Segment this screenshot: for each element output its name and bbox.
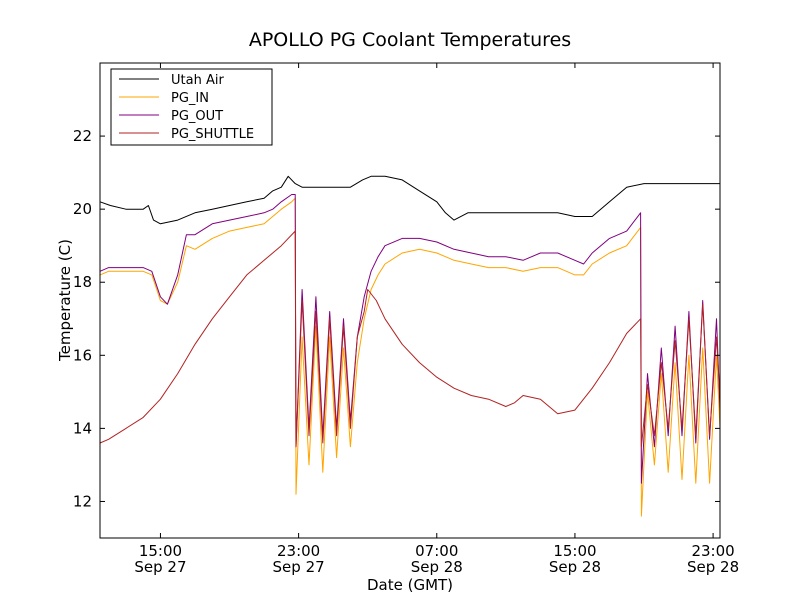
- series-line-utah-air: [99, 175, 720, 225]
- legend-label-pg-out: PG_OUT: [171, 109, 223, 124]
- x-tick-date-label: Sep 28: [411, 558, 463, 576]
- x-tick-time-label: 23:00: [691, 542, 734, 560]
- y-tick-label: 16: [73, 346, 92, 364]
- y-tick-label: 14: [73, 419, 92, 437]
- y-tick-label: 18: [73, 273, 92, 291]
- y-tick-label: 12: [73, 492, 92, 510]
- x-tick-time-label: 07:00: [415, 542, 458, 560]
- legend-label-pg-in: PG_IN: [171, 91, 209, 106]
- x-tick-date-label: Sep 27: [134, 558, 186, 576]
- series-line-pg-shuttle: [99, 230, 721, 448]
- x-tick-time-label: 15:00: [139, 542, 182, 560]
- series-line-pg-in: [99, 197, 721, 517]
- y-tick-label: 20: [73, 200, 92, 218]
- legend: Utah Air PG_IN PG_OUT PG_SHUTTLE: [110, 68, 273, 146]
- x-axis-label: Date (GMT): [367, 576, 453, 594]
- y-axis-label: Temperature (C): [56, 239, 74, 362]
- y-tick-label: 22: [73, 127, 92, 145]
- x-tick-date-label: Sep 28: [549, 558, 601, 576]
- legend-label-utah-air: Utah Air: [171, 73, 224, 88]
- x-tick-time-label: 15:00: [553, 542, 596, 560]
- x-tick-date-label: Sep 28: [687, 558, 739, 576]
- x-tick-time-label: 23:00: [277, 542, 320, 560]
- series-line-pg-out: [99, 194, 721, 484]
- legend-label-pg-shuttle: PG_SHUTTLE: [171, 127, 254, 142]
- x-tick-date-label: Sep 27: [273, 558, 325, 576]
- plot-frame: [99, 62, 721, 539]
- series-layer: [99, 175, 721, 517]
- chart-title: APOLLO PG Coolant Temperatures: [249, 29, 571, 51]
- legend-box: [110, 68, 273, 146]
